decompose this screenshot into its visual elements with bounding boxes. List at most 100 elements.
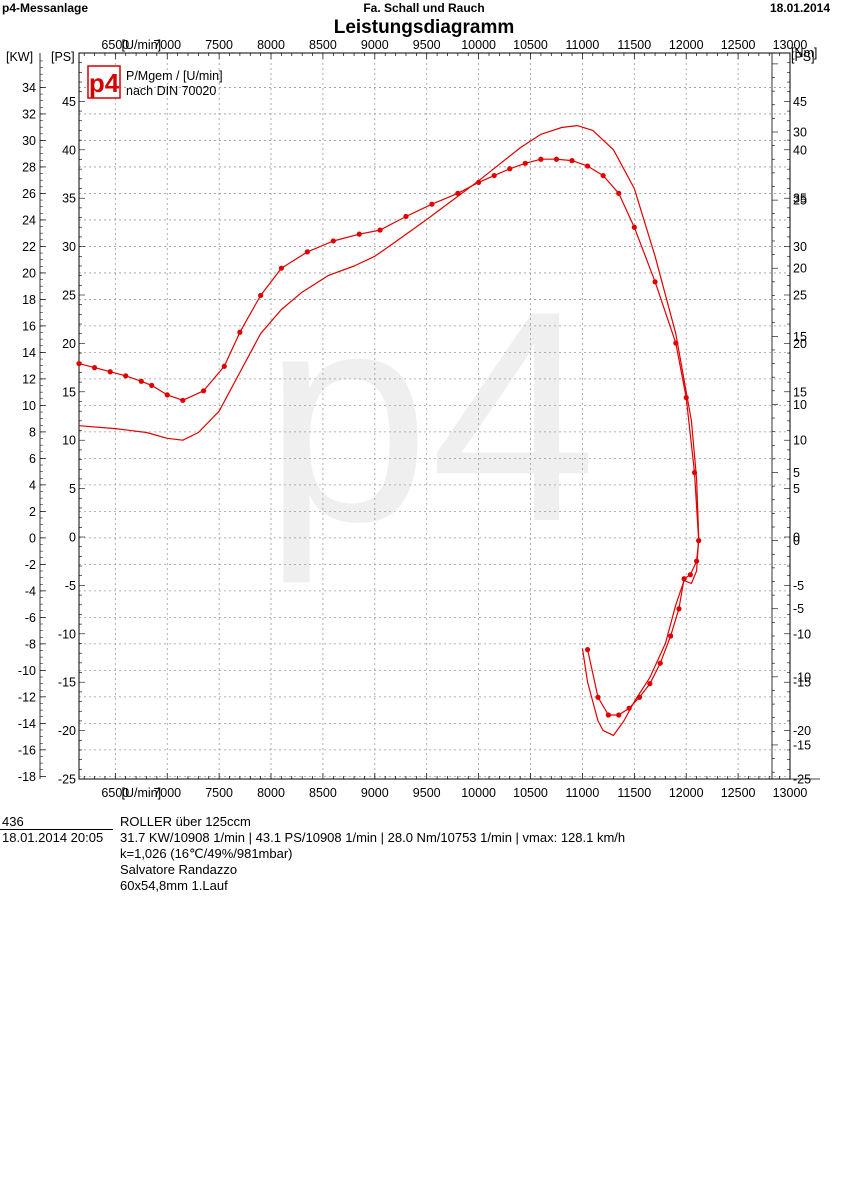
x-tick-label-bottom: 9500 <box>413 786 441 800</box>
kw-tick-label: 14 <box>22 346 36 360</box>
x-tick-label-bottom: 8500 <box>309 786 337 800</box>
series-point-nm <box>507 166 513 172</box>
series-point-nm <box>600 172 606 179</box>
info-divider <box>0 829 113 830</box>
x-tick-label-bottom: 9000 <box>361 786 389 800</box>
series-point-nm <box>584 163 591 169</box>
ps-tick-label-left: 10 <box>62 434 76 448</box>
kw-tick-label: 26 <box>22 187 36 201</box>
x-tick-label-bottom: 10000 <box>461 786 496 800</box>
nm-tick-label: -5 <box>793 602 804 616</box>
kw-tick-label: -6 <box>25 611 36 625</box>
series-point-nm <box>538 156 544 162</box>
series-point-nm <box>455 190 461 196</box>
series-point-nm <box>330 238 336 244</box>
run-id: 436 <box>2 814 24 829</box>
x-tick-label-top: 8500 <box>309 38 337 52</box>
x-tick-label-top: 8000 <box>257 38 285 52</box>
ps-tick-label-left: 5 <box>69 482 76 496</box>
series-point-nm <box>123 373 129 379</box>
x-tick-label-top: 11500 <box>617 38 651 52</box>
engine-bore-stroke: 60x54,8mm 1.Lauf <box>120 878 228 893</box>
x-tick-label-bottom: 6500 <box>101 786 129 800</box>
ps-tick-label-right: 5 <box>793 482 800 496</box>
kw-tick-label: -2 <box>25 558 36 572</box>
ps-tick-label-right: 15 <box>793 385 807 399</box>
series-point-nm <box>491 172 497 179</box>
run-datetime: 18.01.2014 20:05 <box>2 830 104 845</box>
x-tick-label-bottom: 11500 <box>617 786 651 800</box>
series-point-nm <box>681 576 687 582</box>
x-tick-label-bottom: 7000 <box>153 786 181 800</box>
ps-tick-label-left: 0 <box>69 531 76 545</box>
series-point-nm <box>403 213 409 220</box>
series-point-nm <box>377 227 383 233</box>
x-tick-label-bottom: 13000 <box>773 786 808 800</box>
x-tick-label-top: 12000 <box>669 38 704 52</box>
series-point-nm <box>304 249 310 255</box>
series-point-nm <box>76 360 82 367</box>
series-point-nm <box>107 369 113 375</box>
series-point-nm <box>631 224 637 230</box>
kw-tick-label: 6 <box>29 452 36 466</box>
series-point-nm <box>200 388 207 394</box>
series-point-nm <box>657 660 663 666</box>
series-point-nm <box>595 694 601 700</box>
x-tick-label-top: 7500 <box>205 38 233 52</box>
nm-tick-label: 30 <box>793 126 807 140</box>
ps-tick-label-left: 20 <box>62 337 76 351</box>
kw-tick-label: 30 <box>22 134 36 148</box>
kw-tick-label: 34 <box>22 81 36 95</box>
header-date: 18.01.2014 <box>769 1 830 15</box>
x-tick-label-top: 11000 <box>565 38 599 52</box>
ps-tick-label-right: 20 <box>793 337 807 351</box>
x-tick-label-bottom: 11000 <box>565 786 599 800</box>
series-point-nm <box>616 190 622 196</box>
series-point-nm <box>476 179 482 185</box>
ps-tick-label-left: 25 <box>62 289 76 303</box>
nm-tick-label: 20 <box>793 262 807 276</box>
kw-tick-label: -16 <box>18 743 36 757</box>
ps-tick-label-left: 30 <box>62 240 76 254</box>
kw-tick-label: 20 <box>22 266 36 280</box>
ps-tick-label-right: 40 <box>793 143 807 157</box>
ps-tick-label-right: -25 <box>793 773 811 787</box>
kw-tick-label: 22 <box>22 240 36 254</box>
x-tick-label-bottom: 12000 <box>669 786 704 800</box>
x-tick-label-top: 12500 <box>721 38 756 52</box>
x-tick-label-bottom: 7500 <box>205 786 233 800</box>
ps-tick-label-left: -20 <box>58 724 76 738</box>
ps-tick-label-left: -5 <box>65 579 76 593</box>
correction-factor: k=1,026 (16℃/49%/981mbar) <box>120 846 293 861</box>
series-point-nm <box>258 292 264 299</box>
series-line-ps <box>78 125 700 736</box>
kw-tick-label: 32 <box>22 107 36 121</box>
result-summary: 31.7 KW/10908 1/min | 43.1 PS/10908 1/mi… <box>120 830 626 845</box>
watermark-p4: p4 <box>263 248 597 586</box>
header-company: Fa. Schall und Rauch <box>363 1 485 15</box>
series-point-nm <box>605 712 611 718</box>
ps-tick-label-right: 0 <box>793 531 800 545</box>
power-chart: p465006500700070007500750080008000850085… <box>6 38 820 800</box>
x-tick-label-top: 10000 <box>461 38 496 52</box>
series-point-nm <box>691 469 698 476</box>
x-tick-label-top: 7000 <box>153 38 181 52</box>
ps-tick-label-right: 30 <box>793 240 807 254</box>
series-point-nm <box>278 265 285 271</box>
x-tick-label-bottom: 10500 <box>513 786 548 800</box>
plot-frame <box>78 52 791 780</box>
ps-tick-label-right: 35 <box>793 192 807 206</box>
ps-tick-label-left: 40 <box>62 143 76 157</box>
nm-tick-label: -15 <box>793 738 811 752</box>
series-point-nm <box>91 365 98 371</box>
series-point-nm <box>164 392 170 398</box>
ps-tick-label-right: -10 <box>793 627 811 641</box>
series-point-nm <box>676 606 682 612</box>
nm-tick-label: 15 <box>793 330 807 344</box>
nm-tick-label: 10 <box>793 398 807 412</box>
nm-axis-label: [Nm] <box>791 46 817 60</box>
x-tick-label-top: 10500 <box>513 38 548 52</box>
series-point-nm <box>626 705 632 711</box>
nm-tick-label: 25 <box>793 194 807 208</box>
kw-axis-label: [KW] <box>6 50 33 64</box>
